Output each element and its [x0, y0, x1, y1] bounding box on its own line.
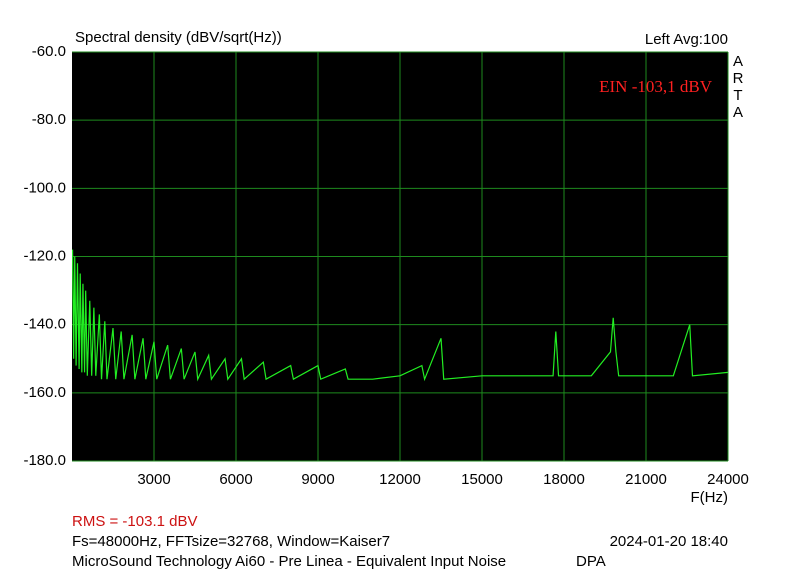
labels: -180.0 -160.0 -140.0 -120.0 -100.0 -80.0 -60.0…	[23, 43, 748, 488]
side-label: T	[733, 87, 742, 104]
channel-info: Left Avg:100	[645, 31, 728, 48]
y-tick-label: -140.0	[23, 316, 66, 333]
y-tick-label: -160.0	[23, 384, 66, 401]
y-tick-label: -80.0	[32, 111, 66, 128]
x-tick-label: 9000	[301, 471, 334, 488]
y-tick-label: -60.0	[32, 43, 66, 60]
timestamp: 2024-01-20 18:40	[610, 533, 728, 550]
x-tick-label: 15000	[461, 471, 503, 488]
x-tick-label: 24000	[707, 471, 749, 488]
x-tick-label: 3000	[137, 471, 170, 488]
annotation: EIN -103,1 dBV	[599, 77, 713, 96]
spectrum-line	[71, 249, 729, 382]
side-label: A	[733, 104, 743, 121]
x-tick-label: 12000	[379, 471, 421, 488]
grid	[72, 51, 729, 462]
x-tick-label: 6000	[219, 471, 252, 488]
chart-title: Spectral density (dBV/sqrt(Hz))	[75, 29, 282, 46]
y-tick-label: -100.0	[23, 179, 66, 196]
series	[71, 249, 729, 382]
y-tick-label: -120.0	[23, 247, 66, 264]
y-tick-label: -180.0	[23, 452, 66, 469]
mic: DPA	[576, 553, 606, 570]
rms: RMS = -103.1 dBV	[72, 513, 197, 530]
settings: Fs=48000Hz, FFTsize=32768, Window=Kaiser…	[72, 533, 390, 550]
side-label: R	[733, 70, 744, 87]
x-tick-label: 18000	[543, 471, 585, 488]
x-axis-label: F(Hz)	[691, 489, 729, 506]
x-tick-label: 21000	[625, 471, 667, 488]
side-label: A	[733, 53, 743, 70]
description: MicroSound Technology Ai60 - Pre Linea -…	[72, 553, 506, 570]
